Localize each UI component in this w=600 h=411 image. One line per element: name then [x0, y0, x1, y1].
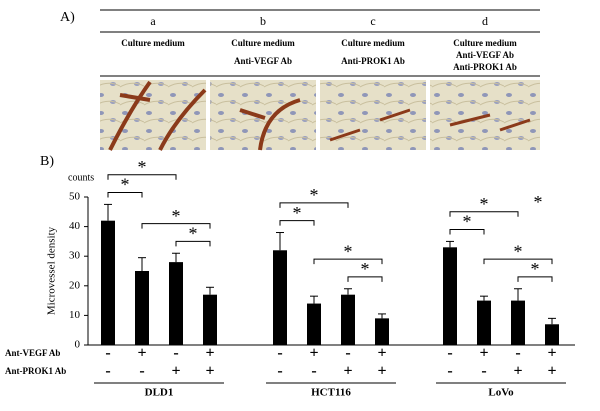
significance-bracket	[279, 202, 349, 208]
significance-star: *	[310, 185, 319, 205]
significance-star: *	[480, 194, 489, 214]
bar	[375, 318, 389, 345]
bar	[169, 262, 183, 345]
significance-star: *	[361, 259, 370, 279]
column-label: Anti-VEGF Ab	[456, 50, 514, 60]
column-label: Culture medium	[231, 38, 295, 48]
significance-star: *	[514, 241, 523, 261]
bar	[545, 324, 559, 345]
panel-label: B)	[40, 154, 54, 169]
column-label: Culture medium	[453, 38, 517, 48]
condition-sign: +	[377, 345, 386, 362]
y-unit: counts	[68, 172, 94, 183]
y-tick-label: 10	[69, 309, 81, 321]
column-label: Culture medium	[121, 38, 185, 48]
condition-sign: +	[377, 363, 386, 380]
column-letter: d	[482, 14, 488, 28]
condition-sign: +	[343, 363, 352, 380]
bar	[511, 300, 525, 345]
column-label: Anti-PROK1 Ab	[453, 62, 517, 72]
condition-sign: +	[137, 345, 146, 362]
y-tick-label: 40	[69, 220, 81, 232]
significance-bracket	[279, 220, 315, 226]
significance-bracket	[483, 258, 553, 265]
significance-bracket	[449, 211, 519, 217]
bar	[273, 250, 287, 345]
panel-label: A)	[60, 10, 75, 25]
significance-star: *	[138, 157, 147, 177]
y-tick-label: 0	[75, 339, 81, 351]
condition-sign: -	[105, 345, 110, 362]
bar	[135, 271, 149, 345]
significance-star: *	[172, 206, 181, 226]
condition-sign: -	[173, 345, 178, 362]
significance-bracket	[313, 258, 383, 265]
condition-sign: -	[447, 345, 452, 362]
column-letter: c	[370, 14, 375, 28]
significance-bracket	[347, 276, 383, 282]
condition-sign: -	[139, 363, 144, 380]
significance-star: *	[121, 175, 130, 195]
significance-bracket	[517, 276, 553, 282]
condition-sign: -	[311, 363, 316, 380]
condition-sign: +	[205, 363, 214, 380]
condition-sign: +	[513, 363, 522, 380]
column-letter: b	[260, 14, 266, 28]
condition-sign: +	[205, 345, 214, 362]
significance-star: *	[344, 241, 353, 261]
y-tick-label: 50	[69, 191, 81, 203]
condition-label: Ant-VEGF Ab	[5, 348, 60, 358]
significance-bracket	[107, 192, 143, 198]
condition-sign: -	[277, 363, 282, 380]
condition-sign: -	[277, 345, 282, 362]
condition-sign: +	[171, 363, 180, 380]
bar	[203, 294, 217, 345]
significance-bracket	[175, 240, 211, 247]
significance-bracket	[107, 174, 177, 180]
significance-star: *	[293, 203, 302, 223]
significance-bracket	[141, 223, 211, 229]
bar	[443, 247, 457, 345]
y-tick-label: 30	[69, 250, 81, 262]
significance-star: *	[531, 259, 540, 279]
condition-sign: -	[481, 363, 486, 380]
condition-label: Ant-PROK1 Ab	[5, 366, 66, 376]
column-label: Anti-VEGF Ab	[234, 56, 292, 66]
condition-sign: +	[547, 345, 556, 362]
bar	[477, 300, 491, 345]
group-label: HCT116	[311, 387, 351, 399]
bar	[307, 303, 321, 345]
group-label: DLD1	[145, 387, 174, 399]
condition-sign: -	[515, 345, 520, 362]
bar	[341, 294, 355, 345]
condition-sign: +	[309, 345, 318, 362]
column-label: Anti-PROK1 Ab	[341, 56, 405, 66]
bar	[101, 220, 115, 345]
condition-sign: -	[345, 345, 350, 362]
group-label: LoVo	[488, 387, 514, 399]
significance-star: *	[463, 212, 472, 232]
significance-bracket	[449, 229, 485, 235]
condition-sign: +	[479, 345, 488, 362]
micrographs	[100, 80, 540, 151]
condition-sign: +	[547, 363, 556, 380]
condition-sign: -	[105, 363, 110, 380]
condition-sign: -	[447, 363, 452, 380]
column-letter: a	[150, 14, 156, 28]
significance-star: *	[189, 224, 198, 244]
y-tick-label: 20	[69, 279, 81, 291]
y-axis-title: Microvessel density	[46, 226, 58, 315]
significance-note: *	[534, 192, 543, 212]
column-label: Culture medium	[341, 38, 405, 48]
